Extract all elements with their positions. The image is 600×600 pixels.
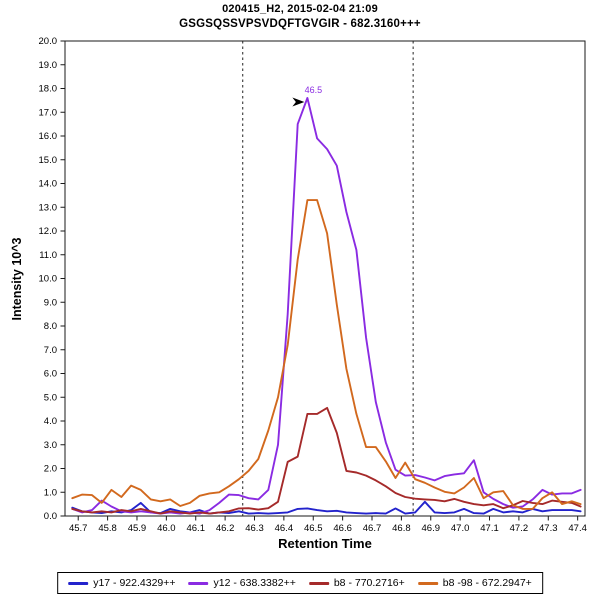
- legend-item-y12: y12 - 638.3382++: [188, 577, 296, 589]
- legend-label-y17: y17 - 922.4329++: [93, 577, 176, 589]
- legend-item-y17: y17 - 922.4329++: [68, 577, 176, 589]
- x-tick-label: 46.6: [333, 523, 352, 534]
- x-tick-label: 47.4: [568, 523, 587, 534]
- x-tick-label: 46.9: [422, 523, 441, 534]
- legend-label-b8-98: b8 -98 - 672.2947+: [442, 577, 532, 589]
- y-tick-label: 4.0: [44, 416, 57, 427]
- legend-swatch-b8: [308, 581, 329, 585]
- x-tick-label: 45.9: [128, 523, 147, 534]
- x-tick-label: 47.3: [539, 523, 558, 534]
- y-tick-label: 10.0: [39, 274, 58, 285]
- y-tick-label: 5.0: [44, 392, 57, 403]
- x-tick-label: 46.4: [275, 523, 294, 534]
- legend-swatch-y17: [68, 581, 89, 585]
- x-tick-label: 46.7: [363, 523, 382, 534]
- legend: y17 - 922.4329++ y12 - 638.3382++ b8 - 7…: [57, 572, 543, 594]
- series-line-3: [71, 199, 582, 510]
- legend-item-b8-98: b8 -98 - 672.2947+: [417, 577, 532, 589]
- legend-label-y12: y12 - 638.3382++: [213, 577, 296, 589]
- legend-label-b8: b8 - 770.2716+: [333, 577, 405, 589]
- y-tick-label: 2.0: [44, 464, 57, 475]
- legend-swatch-b8-98: [417, 581, 438, 585]
- chromatogram-plot[interactable]: 0.0 1.0 2.0 3.0 4.0 5.0 6.0 7.0 8.0 9.0 10.0 11.0 12…: [0, 0, 600, 565]
- x-tick-label: 46.5: [304, 523, 323, 534]
- y-tick-label: 16.0: [39, 131, 58, 142]
- y-tick-label: 19.0: [39, 60, 58, 71]
- y-tick-label: 3.0: [44, 440, 57, 451]
- y-tick-label: 17.0: [39, 107, 58, 118]
- y-tick-label: 11.0: [39, 250, 57, 261]
- series-line-1: [71, 97, 582, 515]
- legend-swatch-y12: [188, 581, 209, 585]
- x-tick-label: 46.1: [186, 523, 205, 534]
- x-tick-label: 45.8: [98, 523, 117, 534]
- x-tick-label: 47.1: [480, 523, 499, 534]
- y-tick-label: 7.0: [44, 345, 57, 356]
- x-tick-label: 46.3: [245, 523, 264, 534]
- peptide-subtitle: GSGSQSSVPSVDQFTGVGIR - 682.3160+++: [179, 18, 421, 30]
- y-tick-label: 15.0: [39, 155, 58, 166]
- legend-item-b8: b8 - 770.2716+: [308, 577, 405, 589]
- peak-rt-annotation[interactable]: 46.5: [305, 85, 323, 95]
- y-tick-label: 13.0: [39, 202, 58, 213]
- x-axis-label: Retention Time: [278, 536, 372, 551]
- y-tick-label: 18.0: [39, 84, 58, 95]
- x-tick-label: 46.0: [157, 523, 176, 534]
- plot-border: [64, 40, 586, 517]
- y-tick-label: 9.0: [44, 297, 57, 308]
- y-tick-label: 12.0: [39, 226, 58, 237]
- series-line-2: [71, 406, 582, 515]
- x-tick-label: 46.2: [216, 523, 235, 534]
- peak-arrow-icon: [292, 97, 305, 107]
- y-tick-label: 0.0: [44, 511, 57, 522]
- x-tick-label: 46.8: [392, 523, 411, 534]
- x-tick-label: 47.2: [510, 523, 529, 534]
- y-tick-label: 6.0: [44, 369, 57, 380]
- y-tick-label: 1.0: [44, 487, 57, 498]
- y-tick-label: 14.0: [39, 179, 58, 190]
- chart-title: 020415_H2, 2015-02-04 21:09: [222, 3, 378, 15]
- x-tick-label: 47.0: [451, 523, 470, 534]
- y-tick-label: 8.0: [44, 321, 57, 332]
- x-tick-label: 45.7: [69, 523, 88, 534]
- y-tick-label: 20.0: [39, 36, 58, 47]
